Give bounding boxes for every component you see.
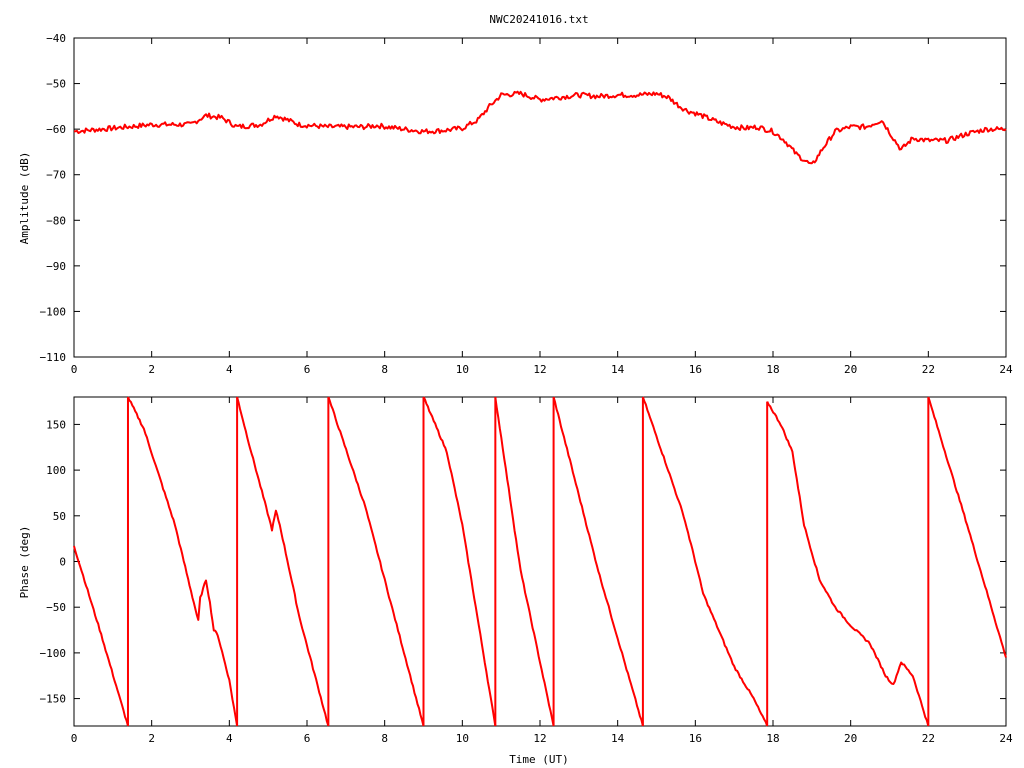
phase-series: [73, 396, 1007, 727]
phase-x-tick-label: 0: [71, 732, 78, 745]
amplitude-x-tick-label: 14: [611, 363, 625, 376]
phase-x-tick-label: 24: [999, 732, 1013, 745]
phase-trace-segment: [422, 396, 497, 727]
phase-x-tick-label: 20: [844, 732, 857, 745]
phase-x-tick-label: 16: [689, 732, 702, 745]
phase-y-axis: 150 100 50 0 −50 −100 −150: [40, 418, 1006, 706]
phase-x-tick-label: 8: [381, 732, 388, 745]
phase-y-tick-label: 100: [46, 464, 66, 477]
phase-x-tick-label: 10: [456, 732, 469, 745]
amplitude-x-tick-label: 16: [689, 363, 702, 376]
phase-y-tick-label: −100: [40, 647, 67, 660]
amplitude-trace-segment: [73, 90, 1007, 165]
phase-trace-segment: [236, 396, 330, 727]
amplitude-y-tick-label: −70: [46, 169, 66, 182]
amplitude-y-tick-label: −110: [40, 351, 67, 364]
phase-x-tick-label: 14: [611, 732, 625, 745]
amplitude-plot-frame: [73, 37, 1007, 358]
phase-x-tick-label: 22: [922, 732, 935, 745]
amplitude-x-tick-label: 0: [71, 363, 78, 376]
amplitude-y-tick-label: −50: [46, 78, 66, 91]
amplitude-y-axis: −40 −50 −60 −70 −80 −90 −100 −110: [40, 32, 1006, 364]
amplitude-y-tick-label: −90: [46, 260, 66, 273]
amplitude-x-axis: 0 2 4 6 8 10 12 14 16 18 20 22 24: [71, 38, 1013, 376]
amplitude-x-tick-label: 2: [148, 363, 155, 376]
phase-trace-segment: [327, 396, 425, 727]
amplitude-x-tick-label: 20: [844, 363, 857, 376]
phase-trace-segment: [73, 545, 129, 727]
phase-x-tick-label: 4: [226, 732, 233, 745]
amplitude-series: [73, 90, 1007, 165]
phase-y-tick-label: 0: [59, 556, 66, 569]
amplitude-y-tick-label: −80: [46, 214, 66, 227]
phase-trace-segment: [127, 396, 239, 727]
amplitude-y-tick-label: −60: [46, 123, 66, 136]
phase-y-tick-label: 50: [53, 510, 66, 523]
phase-y-tick-label: 150: [46, 418, 66, 431]
phase-y-axis-label: Phase (deg): [18, 526, 31, 599]
amplitude-y-tick-label: −100: [40, 305, 67, 318]
phase-trace-segment: [552, 396, 644, 727]
phase-trace-segment: [641, 396, 769, 727]
amplitude-x-tick-label: 22: [922, 363, 935, 376]
amplitude-x-tick-label: 4: [226, 363, 233, 376]
phase-y-tick-label: −150: [40, 693, 67, 706]
phase-x-tick-label: 6: [304, 732, 311, 745]
amplitude-x-tick-label: 10: [456, 363, 469, 376]
phase-x-axis-label: Time (UT): [509, 753, 569, 766]
phase-trace-segment: [494, 396, 555, 727]
phase-plot-frame: [73, 396, 1007, 727]
phase-trace-segment: [927, 396, 1007, 658]
amplitude-x-tick-label: 6: [304, 363, 311, 376]
amplitude-y-axis-label: Amplitude (dB): [18, 152, 31, 245]
amplitude-x-tick-label: 18: [766, 363, 779, 376]
amplitude-x-tick-label: 8: [381, 363, 388, 376]
phase-x-tick-label: 12: [533, 732, 546, 745]
phase-x-axis: 0 2 4 6 8 10 12 14 16 18 20 22 24: [71, 397, 1013, 745]
amplitude-y-tick-label: −40: [46, 32, 66, 45]
amplitude-x-tick-label: 24: [999, 363, 1013, 376]
amplitude-chart-title: NWC20241016.txt: [489, 13, 588, 26]
phase-x-tick-label: 2: [148, 732, 155, 745]
amplitude-x-tick-label: 12: [533, 363, 546, 376]
phase-x-tick-label: 18: [766, 732, 779, 745]
phase-y-tick-label: −50: [46, 601, 66, 614]
phase-trace-segment: [766, 401, 930, 727]
